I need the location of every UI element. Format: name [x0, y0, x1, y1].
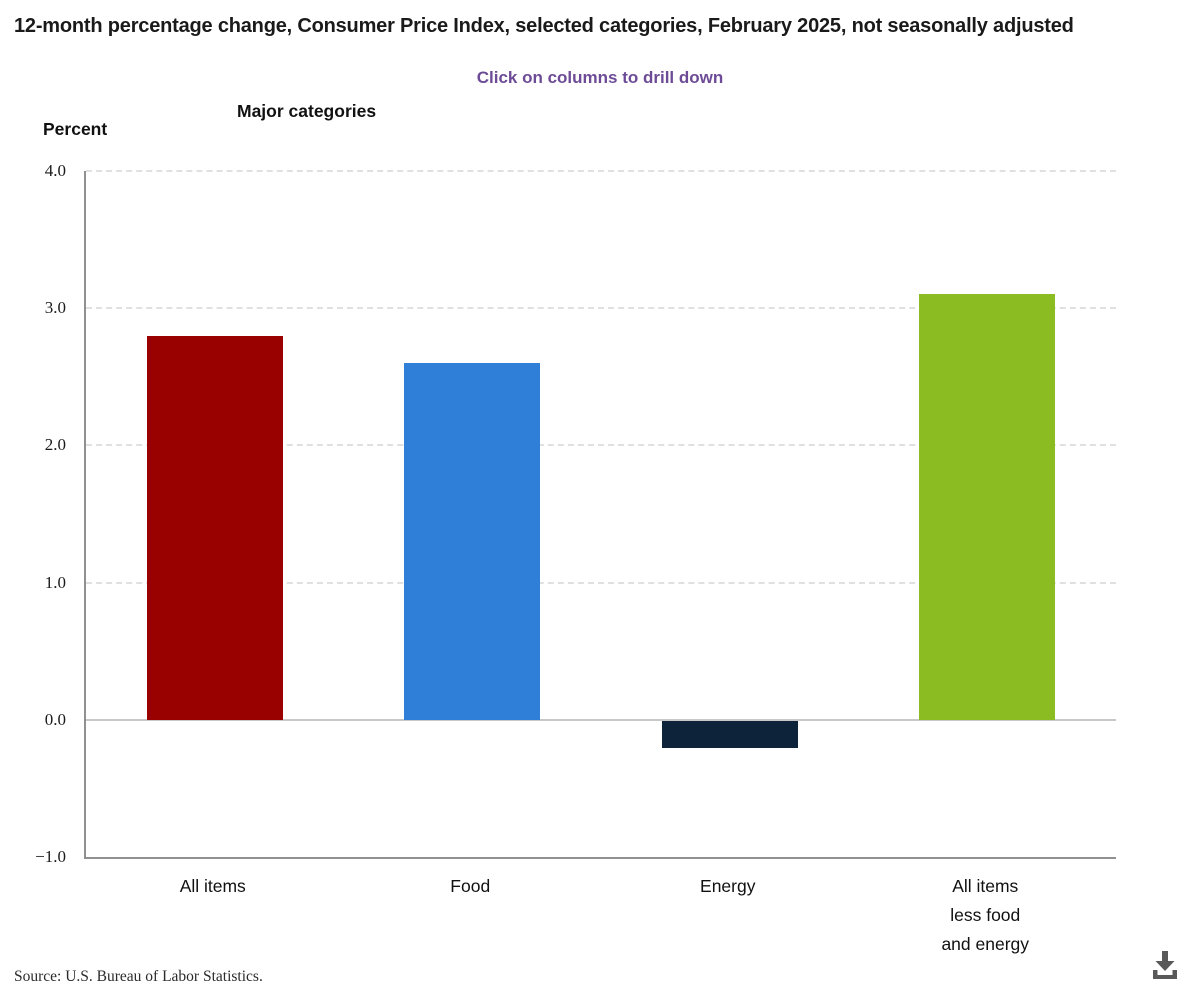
y-axis-title: Percent [43, 119, 108, 139]
x-label-food: Food [450, 876, 491, 896]
source-note: Source: U.S. Bureau of Labor Statistics. [14, 968, 263, 985]
gridline-0.0 [86, 718, 1116, 721]
y-tick-label-4.0: 4.0 [44, 161, 66, 180]
bar-energy[interactable] [661, 720, 798, 749]
y-tick-label-1.0: 1.0 [44, 572, 66, 592]
bar-food[interactable] [404, 363, 541, 720]
plot-area [84, 170, 1116, 859]
bar-all-items[interactable] [146, 335, 283, 720]
x-axis-group-label: Major categories [237, 101, 377, 121]
gridline-3.0 [86, 307, 1116, 310]
gridline-4.0 [86, 170, 1116, 172]
chart-title: 12-month percentage change, Consumer Pri… [14, 15, 1074, 37]
drilldown-hint: Click on columns to drill down [476, 68, 724, 87]
y-tick-label-−1.0: −1.0 [35, 847, 66, 866]
download-arrow-glyph [1153, 951, 1177, 979]
x-label-energy: Energy [700, 876, 756, 896]
download-icon[interactable] [1148, 950, 1182, 982]
gridline-2.0 [86, 444, 1116, 447]
y-tick-label-3.0: 3.0 [44, 298, 66, 318]
bar-all-items[interactable] [919, 294, 1056, 720]
x-label-all-items: All items [179, 876, 246, 896]
y-tick-label-0.0: 0.0 [44, 709, 66, 729]
x-label-all-items: All items less food and energy [941, 876, 1030, 954]
y-tick-label-2.0: 2.0 [44, 435, 66, 455]
y-axis-tick-labels: 4.0 3.0 2.0 1.0 0.0 −1.0 [0, 161, 66, 866]
x-axis-category-labels: All items Food Energy All items less food a… [84, 872, 1114, 959]
gridline-1.0 [86, 581, 1116, 584]
